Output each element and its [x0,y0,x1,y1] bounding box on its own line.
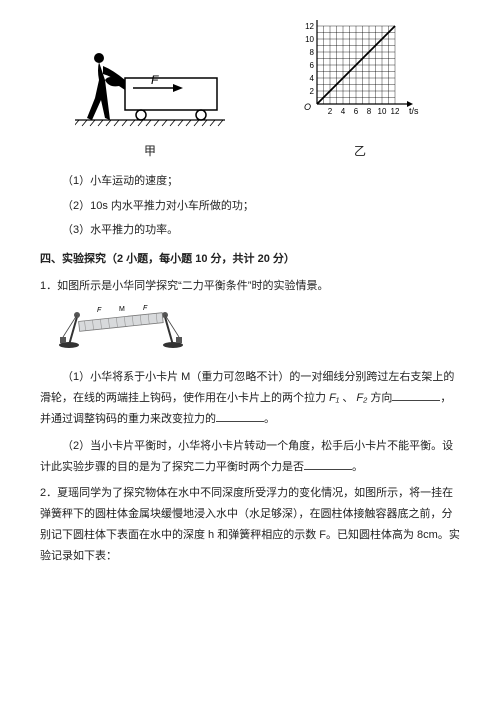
q-prev-3: （3）水平推力的功率。 [40,220,460,241]
svg-text:6: 6 [354,107,359,116]
svg-text:2: 2 [328,107,333,116]
p1-2-a: （2）当小卡片平衡时，小华将小卡片转动一个角度，松手后小卡片不能平衡。设计此实验… [40,440,453,473]
svg-text:2: 2 [310,87,315,96]
svg-text:F: F [97,307,102,314]
svg-text:8: 8 [367,107,372,116]
svg-text:M: M [119,306,125,313]
cart-svg: F [75,40,225,130]
svg-text:10: 10 [378,107,387,116]
svg-text:4: 4 [341,107,346,116]
figure-graph-label: 乙 [295,140,425,163]
figure-graph: 246 81012 246 81012 O s/m t/s 乙 [295,20,425,163]
figure-cart-label: 甲 [75,140,225,163]
svg-text:10: 10 [305,35,314,44]
figure-balance: F M F [51,303,460,361]
graph-xlabel: t/s [409,106,419,116]
p1-f1: F₁ [329,392,339,404]
p1-1-d: 。 [264,413,275,425]
svg-text:O: O [304,102,311,112]
balance-svg: F M F [51,303,191,353]
force-label: F [151,73,159,87]
p1-1-b: 方向 [367,392,392,404]
p1-f2: F₂ [356,392,367,404]
p1-sub2: （2）当小卡片平衡时，小华将小卡片转动一个角度，松手后小卡片不能平衡。设计此实验… [40,436,460,478]
p2-intro: 2．夏瑶同学为了探究物体在水中不同深度所受浮力的变化情况，如图所示，将一挂在弹簧… [40,483,460,567]
p1-intro: 1．如图所示是小华同学探究“二力平衡条件”时的实验情景。 [40,276,460,297]
figure-row: F 甲 [40,20,460,163]
svg-text:12: 12 [305,22,314,31]
svg-text:4: 4 [310,74,315,83]
svg-text:F: F [143,305,148,312]
p1-1-mid: 、 [339,392,356,404]
blank-magnitude[interactable] [216,410,264,422]
section4-title: 四、实验探究（2 小题，每小题 10 分，共计 20 分） [40,249,460,270]
graph-svg: 246 81012 246 81012 O s/m t/s [295,20,425,130]
blank-sameline[interactable] [304,458,352,470]
p1-sub1: （1）小华将系于小卡片 M（重力可忽略不计）的一对细线分别跨过左右支架上的滑轮，… [40,367,460,430]
figure-cart: F 甲 [75,40,225,163]
blank-direction[interactable] [392,389,440,401]
svg-text:6: 6 [310,61,315,70]
p1-2-b: 。 [352,461,363,473]
svg-text:12: 12 [391,107,400,116]
svg-text:8: 8 [310,48,315,57]
q-prev-1: （1）小车运动的速度； [40,171,460,192]
q-prev-2: （2）10s 内水平推力对小车所做的功； [40,196,460,217]
